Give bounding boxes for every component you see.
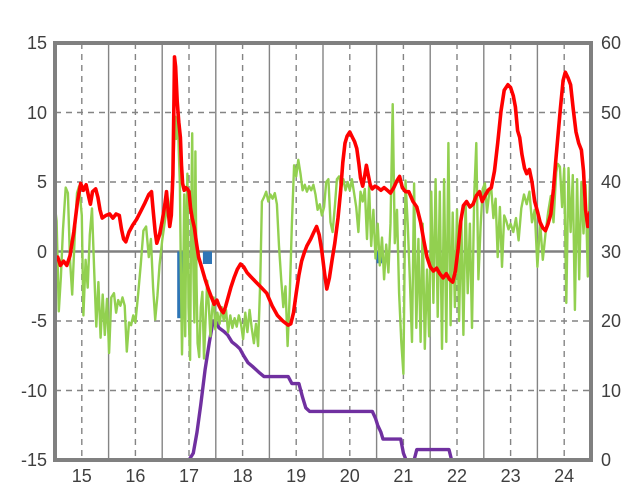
y-left-tick-label: 0 xyxy=(36,241,47,262)
y-right-tick-label: 50 xyxy=(601,102,622,123)
y-right-tick-label: 30 xyxy=(601,241,622,262)
y-left-tick-label: 10 xyxy=(26,102,47,123)
y-right-tick-label: 10 xyxy=(601,380,622,401)
x-tick-label: 23 xyxy=(500,466,521,486)
x-tick-label: 24 xyxy=(554,466,575,486)
y-right-tick-label: 0 xyxy=(601,450,612,470)
x-tick-label: 22 xyxy=(446,466,468,486)
x-tick-label: 18 xyxy=(232,466,253,486)
y-right-tick-label: 20 xyxy=(601,311,622,331)
x-tick-label: 15 xyxy=(71,466,92,486)
y-right-tick-label: 60 xyxy=(601,33,622,53)
x-tick-label: 16 xyxy=(125,466,146,486)
y-left-tick-label: -15 xyxy=(20,450,47,470)
y-right-tick-label: 40 xyxy=(601,172,622,192)
y-left-tick-label: 5 xyxy=(36,172,47,192)
y-left-tick-label: 15 xyxy=(26,33,47,53)
x-tick-label: 19 xyxy=(286,466,307,486)
x-tick-label: 17 xyxy=(178,466,200,486)
x-tick-label: 20 xyxy=(339,466,360,486)
y-left-tick-label: -10 xyxy=(20,380,47,401)
x-tick-label: 21 xyxy=(393,466,414,486)
y-left-tick-label: -5 xyxy=(30,311,47,331)
